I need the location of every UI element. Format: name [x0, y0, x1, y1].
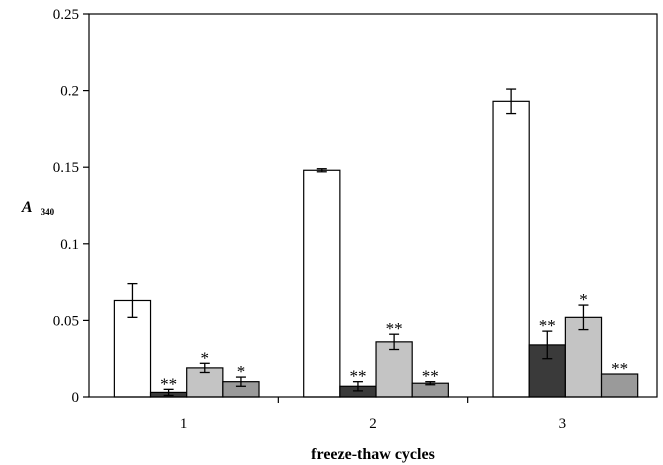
y-tick-label: 0: [72, 390, 80, 406]
x-tick-label: 2: [369, 416, 377, 432]
significance-marker: **: [611, 359, 628, 378]
significance-marker: **: [386, 319, 403, 338]
error-bars: [127, 88, 589, 397]
significance-marker: *: [237, 362, 246, 381]
x-tick-label: 3: [559, 416, 567, 432]
x-axis-ticks: 1 2 3: [180, 397, 566, 432]
x-tick-label: 1: [180, 416, 188, 432]
y-axis-title: A 340: [21, 199, 55, 217]
y-tick-label: 0.1: [60, 237, 79, 253]
x-axis-title: freeze-thaw cycles: [311, 446, 435, 463]
significance-marker: **: [160, 374, 177, 393]
y-tick-label: 0.2: [60, 84, 79, 100]
axes: [88, 13, 658, 398]
y-axis-title-subscript: 340: [41, 207, 55, 217]
significance-marker: **: [539, 316, 556, 335]
y-tick-label: 0.15: [53, 160, 79, 176]
y-tick-label: 0.05: [53, 313, 79, 329]
significance-annotations: **** ***********: [160, 290, 628, 393]
significance-marker: **: [422, 367, 439, 386]
plot-frame: [88, 13, 658, 398]
bar: [375, 341, 413, 398]
y-tick-label: 0.25: [53, 7, 79, 23]
bar: [303, 169, 341, 398]
bar: [492, 100, 530, 398]
significance-marker: *: [579, 290, 588, 309]
significance-marker: **: [349, 367, 366, 386]
y-axis-title-main: A: [21, 199, 33, 216]
y-axis-ticks: 0 0.05 0.1 0.15 0.2 0.25: [53, 7, 89, 406]
significance-marker: *: [201, 348, 210, 367]
bar-series: [113, 100, 639, 398]
